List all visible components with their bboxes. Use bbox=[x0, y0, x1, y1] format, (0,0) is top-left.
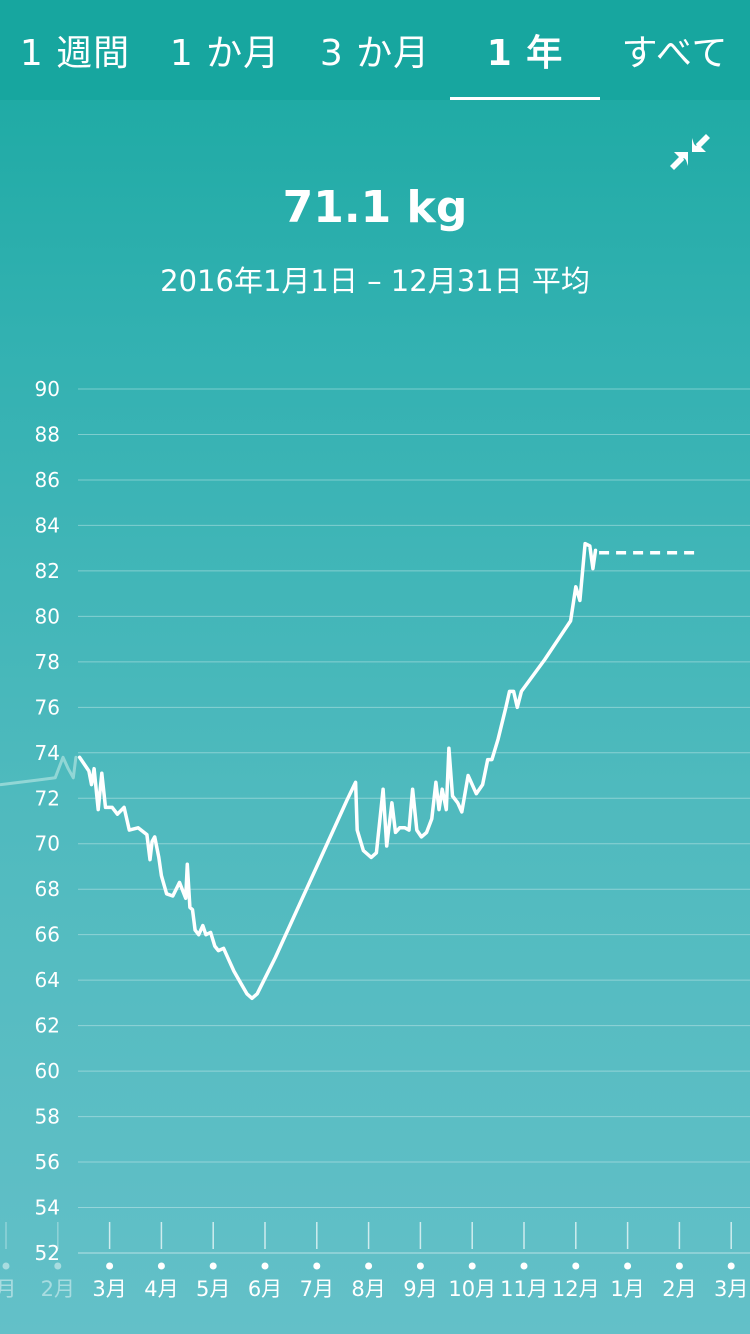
tab-1-year[interactable]: 1 年 bbox=[486, 33, 564, 74]
x-tick-label: 7月 bbox=[300, 1277, 334, 1301]
y-tick-label: 78 bbox=[35, 650, 60, 674]
chart-series bbox=[0, 541, 701, 1001]
y-tick-label: 74 bbox=[35, 741, 60, 765]
x-tick-label: 6月 bbox=[248, 1277, 282, 1301]
x-tick-label: 5月 bbox=[196, 1277, 230, 1301]
chart-grid bbox=[78, 388, 750, 1254]
x-tick-label: 9月 bbox=[403, 1277, 437, 1301]
y-tick-label: 64 bbox=[35, 968, 60, 992]
y-tick-label: 68 bbox=[35, 877, 60, 901]
x-tick-dot bbox=[416, 1262, 424, 1270]
y-tick-label: 90 bbox=[35, 377, 60, 401]
x-tick-label: 3月 bbox=[714, 1277, 748, 1301]
y-tick-label: 86 bbox=[35, 468, 60, 492]
x-tick-label: 4月 bbox=[144, 1277, 178, 1301]
x-tick-label: 10月 bbox=[448, 1277, 496, 1301]
x-tick-dot bbox=[624, 1262, 632, 1270]
previous-period-line bbox=[0, 755, 78, 787]
x-tick-dot bbox=[572, 1262, 580, 1270]
x-tick-label: 2月 bbox=[41, 1277, 75, 1301]
x-tick-label: 2月 bbox=[662, 1277, 696, 1301]
y-axis: 90 88 86 84 82 80 78 76 74 72 70 68 66 64 62 60 58 56 54 52 bbox=[35, 377, 60, 1265]
y-tick-label: 70 bbox=[35, 832, 60, 856]
x-tick-label: 月 bbox=[0, 1277, 17, 1301]
y-tick-label: 56 bbox=[35, 1150, 60, 1174]
y-tick-label: 88 bbox=[35, 422, 60, 446]
x-tick-dot bbox=[261, 1262, 269, 1270]
period-label: 2016年1月1日 – 12月31日 平均 bbox=[160, 264, 590, 298]
x-tick-dot bbox=[468, 1262, 476, 1270]
y-tick-label: 84 bbox=[35, 513, 60, 537]
y-tick-label: 66 bbox=[35, 923, 60, 947]
y-tick-label: 76 bbox=[35, 695, 60, 719]
x-tick-dot bbox=[727, 1262, 735, 1270]
y-tick-label: 72 bbox=[35, 786, 60, 810]
average-weight-value: 71.1 kg bbox=[282, 182, 468, 233]
y-tick-label: 52 bbox=[35, 1241, 60, 1265]
y-tick-label: 54 bbox=[35, 1196, 60, 1220]
y-tick-label: 62 bbox=[35, 1014, 60, 1038]
x-tick-dot bbox=[675, 1262, 683, 1270]
x-tick-label: 8月 bbox=[351, 1277, 385, 1301]
x-tick-label: 3月 bbox=[92, 1277, 126, 1301]
x-tick-dot bbox=[157, 1262, 165, 1270]
y-tick-label: 82 bbox=[35, 559, 60, 583]
x-tick-dot bbox=[313, 1262, 321, 1270]
x-tick-dot bbox=[365, 1262, 373, 1270]
x-tick-dot bbox=[520, 1262, 528, 1270]
x-tick-dot bbox=[106, 1262, 114, 1270]
y-tick-label: 58 bbox=[35, 1105, 60, 1129]
x-tick-dot bbox=[209, 1262, 217, 1270]
weight-chart: 90 88 86 84 82 80 78 76 74 72 70 68 66 64 62 60 58 56 54 52… bbox=[0, 377, 750, 1301]
period-tab-bar: 1 週間 1 か月 3 か月 1 年 すべて bbox=[0, 0, 750, 100]
x-tick-label: 12月 bbox=[552, 1277, 600, 1301]
weight-trend-line bbox=[77, 541, 598, 1001]
active-tab-indicator bbox=[450, 97, 600, 100]
tab-1-week[interactable]: 1 週間 bbox=[19, 33, 131, 74]
x-tick-dot bbox=[54, 1262, 62, 1270]
tab-3-months[interactable]: 3 か月 bbox=[319, 33, 431, 74]
x-axis: 月 2月 3月 4月 5月 6月 7月 8月 9月 10月 11月 12月 1月 2月 3月 bbox=[0, 1222, 748, 1301]
tab-1-month[interactable]: 1 か月 bbox=[169, 33, 281, 74]
x-tick-dot bbox=[2, 1262, 10, 1270]
collapse-button[interactable] bbox=[666, 128, 714, 176]
collapse-arrows-icon bbox=[670, 134, 710, 170]
y-tick-label: 80 bbox=[35, 604, 60, 628]
x-tick-label: 11月 bbox=[500, 1277, 548, 1301]
x-tick-label: 1月 bbox=[610, 1277, 644, 1301]
tab-all[interactable]: すべて bbox=[621, 33, 729, 74]
y-tick-label: 60 bbox=[35, 1059, 60, 1083]
